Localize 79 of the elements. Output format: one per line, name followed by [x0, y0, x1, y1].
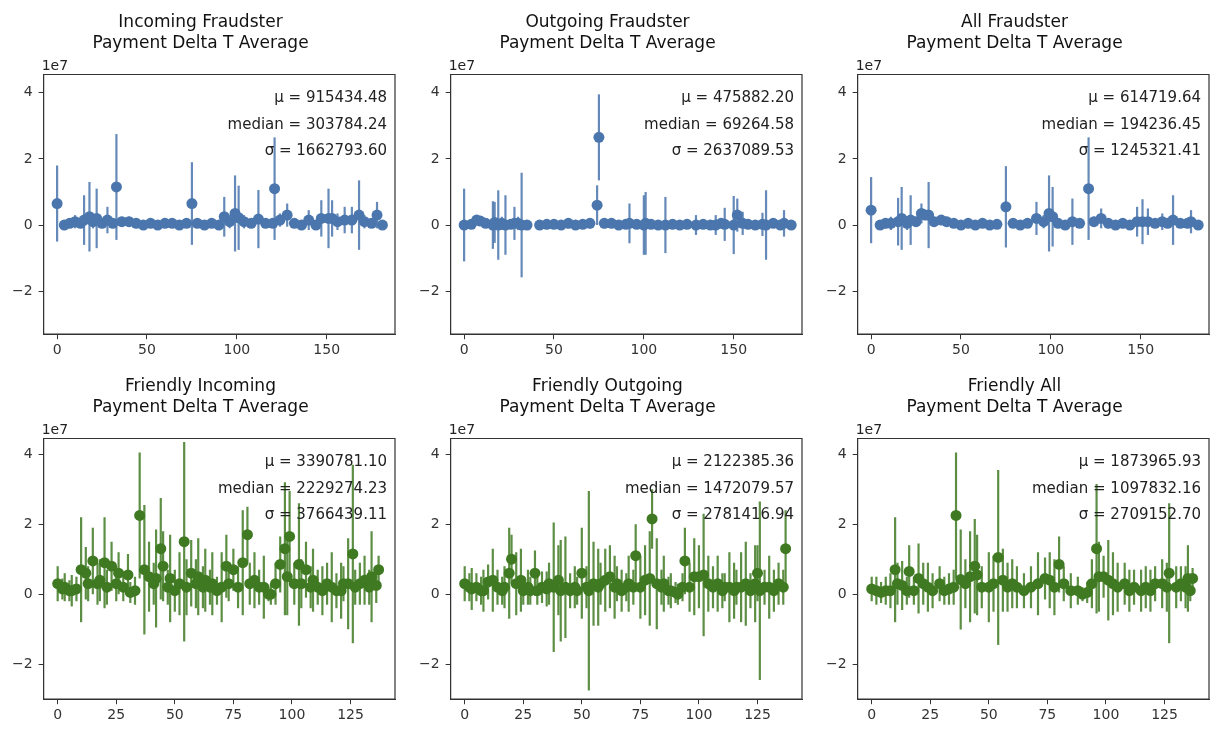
x-tick-label: 150 [720, 341, 748, 358]
annotation: median = 69264.58 [644, 114, 794, 133]
x-tick-label: 100 [685, 706, 713, 723]
x-tick-label: 150 [313, 341, 341, 358]
chart-title: All Fraudster Payment Delta T Average [906, 11, 1123, 53]
chart-title: Outgoing Fraudster Payment Delta T Average [499, 11, 716, 53]
chart-title: Friendly All Payment Delta T Average [906, 375, 1123, 417]
annotation: μ = 915434.48 [274, 88, 387, 107]
x-tick-label: 75 [1038, 706, 1057, 723]
x-tick-label: 50 [979, 706, 998, 723]
y-tick-label: 0 [23, 584, 33, 601]
x-tick-label: 25 [514, 706, 533, 723]
y-tick-label: 2 [430, 514, 440, 531]
x-tick-label: 0 [52, 341, 62, 358]
x-tick-label: 100 [1037, 341, 1065, 358]
x-tick-label: 50 [952, 341, 970, 358]
y-tick-label: −2 [419, 654, 440, 671]
annotation: median = 194236.45 [1041, 114, 1201, 133]
annotation: σ = 1662793.60 [264, 141, 387, 160]
text: 1e7 [855, 57, 883, 74]
y-tick-label: 2 [23, 514, 33, 531]
annotation: μ = 614719.64 [1088, 88, 1201, 107]
x-tick-label: 125 [337, 706, 364, 723]
annotation: μ = 2122385.36 [671, 452, 794, 471]
annotation: μ = 3390781.10 [264, 452, 387, 471]
y-tick-label: 2 [837, 514, 847, 531]
text: 1e7 [448, 421, 476, 438]
y-tick-label: 2 [23, 149, 33, 166]
annotation: median = 303784.24 [227, 114, 387, 133]
y-tick-label: −2 [826, 654, 847, 671]
y-tick-label: 4 [23, 83, 33, 100]
x-tick-label: 75 [631, 706, 650, 723]
y-tick-label: 4 [23, 444, 33, 461]
x-tick-label: 0 [53, 706, 63, 723]
annotation: μ = 1873965.93 [1078, 452, 1201, 471]
x-tick-label: 100 [630, 341, 658, 358]
x-tick-label: 0 [866, 341, 876, 358]
annotation: median = 1472079.57 [625, 478, 794, 497]
x-tick-label: 150 [1127, 341, 1155, 358]
x-tick-label: 50 [545, 341, 563, 358]
x-tick-label: 25 [107, 706, 126, 723]
annotation: σ = 1245321.41 [1078, 141, 1201, 160]
y-tick-label: 2 [430, 149, 440, 166]
x-tick-label: 125 [1151, 706, 1178, 723]
x-tick-label: 0 [460, 706, 470, 723]
x-tick-label: 75 [224, 706, 243, 723]
y-tick-label: 4 [837, 444, 847, 461]
y-tick-label: 0 [430, 215, 440, 232]
y-tick-label: 0 [837, 215, 847, 232]
y-tick-label: 4 [837, 83, 847, 100]
y-tick-label: −2 [12, 281, 33, 298]
text: 1e7 [41, 57, 69, 74]
chart-title: Incoming Fraudster Payment Delta T Average [92, 11, 309, 53]
y-tick-label: 0 [430, 584, 440, 601]
text: 1e7 [448, 57, 476, 74]
x-tick-label: 125 [744, 706, 771, 723]
chart-title: Friendly Outgoing Payment Delta T Average [499, 375, 716, 417]
x-tick-label: 25 [921, 706, 940, 723]
y-tick-label: 4 [430, 83, 440, 100]
y-tick-label: 0 [23, 215, 33, 232]
x-tick-label: 50 [165, 706, 184, 723]
y-tick-label: 2 [837, 149, 847, 166]
y-tick-label: 4 [430, 444, 440, 461]
x-tick-label: 0 [867, 706, 877, 723]
x-tick-label: 100 [223, 341, 251, 358]
annotation: μ = 475882.20 [681, 88, 794, 107]
x-tick-label: 50 [572, 706, 591, 723]
y-tick-label: −2 [419, 281, 440, 298]
x-tick-label: 100 [278, 706, 306, 723]
y-tick-label: −2 [12, 654, 33, 671]
text: 1e7 [41, 421, 69, 438]
text: 1e7 [855, 421, 883, 438]
y-tick-label: −2 [826, 281, 847, 298]
chart-title: Friendly Incoming Payment Delta T Average [92, 375, 309, 417]
y-tick-label: 0 [837, 584, 847, 601]
x-tick-label: 50 [138, 341, 156, 358]
x-tick-label: 100 [1092, 706, 1120, 723]
annotation: σ = 2637089.53 [671, 141, 794, 160]
x-tick-label: 0 [459, 341, 469, 358]
